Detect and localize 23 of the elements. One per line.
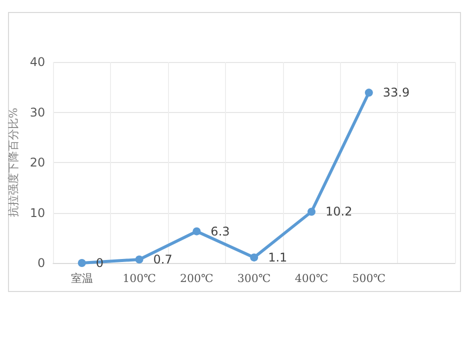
- x-tick-label: 200℃: [180, 272, 214, 285]
- y-tick-label: 0: [38, 256, 46, 270]
- point: [250, 253, 258, 262]
- data-label: 1.1: [268, 250, 288, 264]
- x-tick-label: 400℃: [294, 272, 328, 285]
- data-label: 0.7: [153, 252, 172, 266]
- data-label: 33.9: [382, 86, 410, 100]
- y-axis-title: 抗拉强度下降百分比%: [7, 108, 20, 218]
- point: [78, 259, 86, 267]
- x-tick-label: 100℃: [122, 272, 156, 285]
- y-tick-label: 20: [30, 156, 46, 170]
- x-tick-label: 300℃: [237, 272, 271, 285]
- y-tick-label: 30: [30, 105, 46, 120]
- y-tick-label: 40: [30, 55, 46, 69]
- point: [135, 255, 144, 264]
- data-label: 6.3: [210, 224, 230, 238]
- data-label: 10.2: [325, 204, 352, 219]
- x-tick-label: 室温: [70, 272, 93, 285]
- point: [192, 227, 201, 236]
- y-tick-label: 10: [30, 206, 46, 220]
- point: [307, 208, 316, 216]
- point: [364, 88, 373, 97]
- x-tick-label: 500℃: [352, 272, 386, 285]
